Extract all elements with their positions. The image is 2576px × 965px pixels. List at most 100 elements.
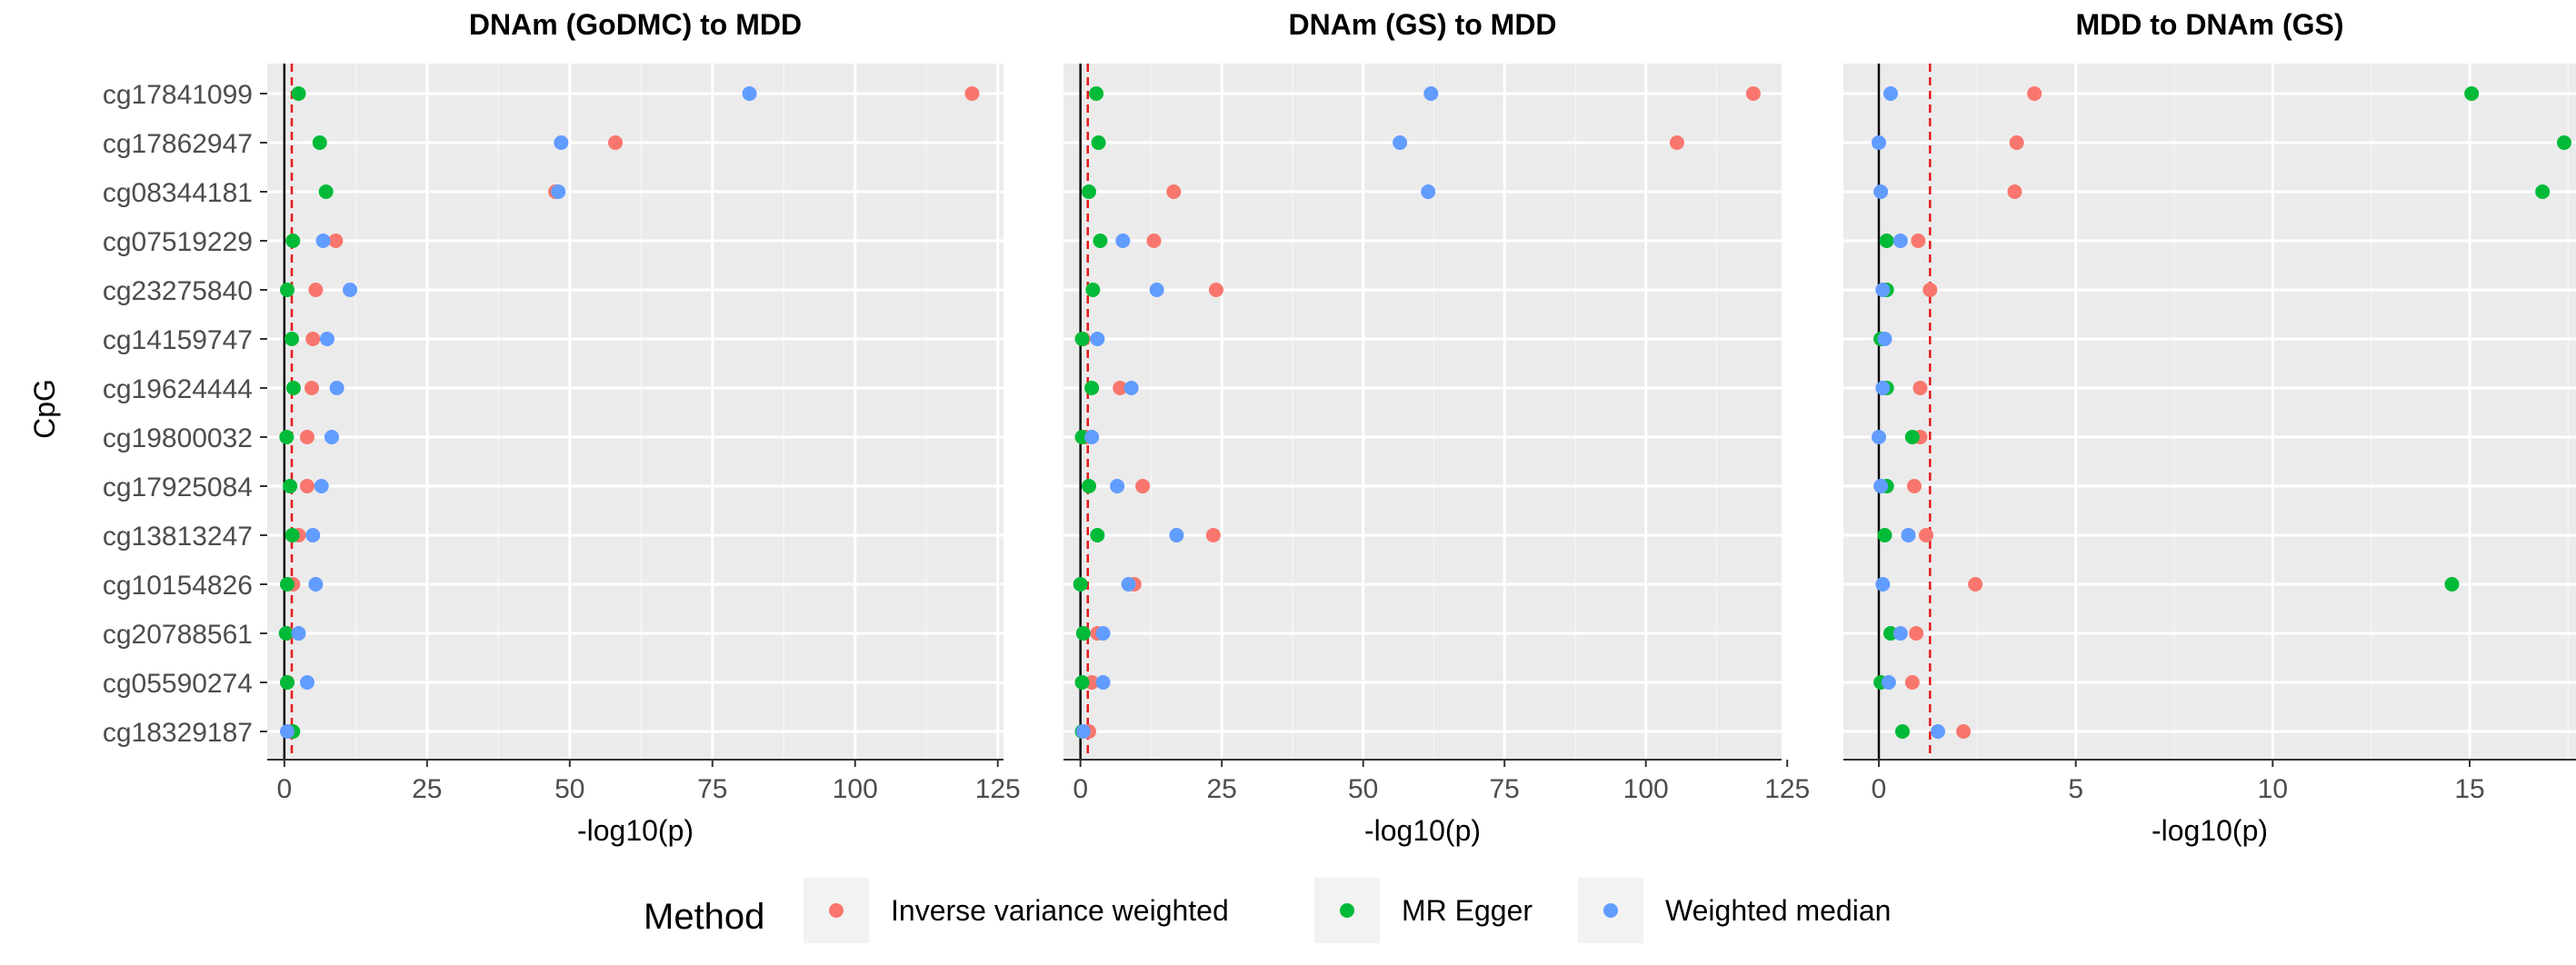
data-point <box>1879 234 1894 248</box>
data-point <box>1084 430 1100 444</box>
data-point <box>308 283 324 297</box>
data-point <box>1169 528 1184 542</box>
data-point <box>1113 381 1128 395</box>
data-point <box>1074 332 1090 346</box>
data-point <box>1081 184 1096 199</box>
data-point <box>1968 577 1983 592</box>
x-tick-label: 125 <box>1764 774 1810 804</box>
facet-panel: 0 5 10 15 MDD to DNAm (GS) -log10(p) <box>1843 8 2576 847</box>
y-tick-label: cg18329187 <box>103 718 253 748</box>
data-point <box>1110 479 1125 493</box>
data-point <box>551 184 566 199</box>
data-point <box>312 135 327 150</box>
data-point <box>305 332 321 346</box>
data-point <box>1073 577 1088 592</box>
data-point <box>1091 135 1106 150</box>
data-point <box>318 184 334 199</box>
data-point <box>324 430 339 444</box>
data-point <box>1873 479 1889 493</box>
y-tick-label: cg17841099 <box>103 80 253 110</box>
data-point <box>2027 86 2042 101</box>
data-point <box>1090 332 1105 346</box>
panel-title: DNAm (GS) to MDD <box>1288 8 1556 41</box>
data-point <box>1669 135 1684 150</box>
data-point <box>1895 724 1910 739</box>
data-point <box>279 430 295 444</box>
data-point <box>329 381 344 395</box>
data-point <box>2009 135 2024 150</box>
data-point <box>305 528 321 542</box>
x-axis-label: -log10(p) <box>1364 814 1481 847</box>
data-point <box>1745 86 1761 101</box>
x-tick-label: 0 <box>276 774 292 804</box>
data-point <box>285 234 301 248</box>
data-point <box>299 430 315 444</box>
data-point <box>1149 283 1164 297</box>
legend: Method Inverse variance weighted MR Egger… <box>644 878 1891 943</box>
data-point <box>1892 234 1908 248</box>
data-point <box>1872 430 1886 444</box>
data-point <box>1877 332 1892 346</box>
data-point <box>1892 626 1908 641</box>
data-point <box>315 234 331 248</box>
y-tick-label: cg05590274 <box>103 669 253 699</box>
y-tick-label: cg17862947 <box>103 129 253 159</box>
x-tick-label: 75 <box>697 774 727 804</box>
data-point <box>279 283 295 297</box>
x-tick-label: 25 <box>412 774 442 804</box>
data-point <box>1883 86 1898 101</box>
legend-entry-label: MR Egger <box>1402 894 1533 927</box>
data-point <box>283 479 298 493</box>
data-point <box>1901 528 1916 542</box>
x-axis-label: -log10(p) <box>2152 814 2268 847</box>
data-point <box>1875 577 1891 592</box>
legend-key-point <box>829 903 844 918</box>
legend-title: Method <box>644 897 764 937</box>
data-point <box>1075 724 1091 739</box>
y-tick-label: cg20788561 <box>103 620 253 650</box>
data-point <box>279 724 295 739</box>
y-tick-label: cg08344181 <box>103 178 253 208</box>
data-point <box>1421 184 1436 199</box>
y-axis-label: CpG <box>28 379 61 439</box>
y-tick-label: cg10154826 <box>103 571 253 601</box>
data-point <box>304 381 319 395</box>
data-point <box>314 479 329 493</box>
legend-key-point <box>1603 903 1618 918</box>
data-point <box>1205 528 1221 542</box>
data-point <box>2007 184 2022 199</box>
data-point <box>291 626 306 641</box>
x-tick-label: 50 <box>1348 774 1378 804</box>
data-point <box>285 332 299 346</box>
data-point <box>279 675 295 690</box>
data-point <box>1912 381 1928 395</box>
y-tick-label: cg14159747 <box>103 325 253 355</box>
panel-background <box>267 64 1003 760</box>
data-point <box>1911 234 1926 248</box>
data-point <box>328 234 344 248</box>
data-point <box>1875 381 1891 395</box>
panel-title: MDD to DNAm (GS) <box>2075 8 2343 41</box>
data-point <box>1956 724 1972 739</box>
data-point <box>1095 626 1111 641</box>
data-point <box>1084 381 1100 395</box>
legend-entry-label: Inverse variance weighted <box>891 894 1229 927</box>
data-point <box>1075 626 1091 641</box>
facet-panel: 0 25 50 75 100 125 DNAm (GS) to MDD -log10(p) <box>1063 8 1810 847</box>
panel-title: DNAm (GoDMC) to MDD <box>469 8 802 41</box>
y-tick-label: cg19800032 <box>103 423 253 453</box>
panel-background <box>1843 64 2576 760</box>
data-point <box>554 135 569 150</box>
data-point <box>291 86 306 101</box>
data-point <box>319 332 334 346</box>
data-point <box>1393 135 1408 150</box>
data-point <box>2535 184 2551 199</box>
x-tick-label: 0 <box>1073 774 1088 804</box>
y-tick-label: cg07519229 <box>103 227 253 257</box>
data-point <box>1085 283 1101 297</box>
legend-entry-label: Weighted median <box>1665 894 1891 927</box>
data-point <box>1873 184 1889 199</box>
data-point <box>308 577 324 592</box>
data-point <box>285 381 301 395</box>
